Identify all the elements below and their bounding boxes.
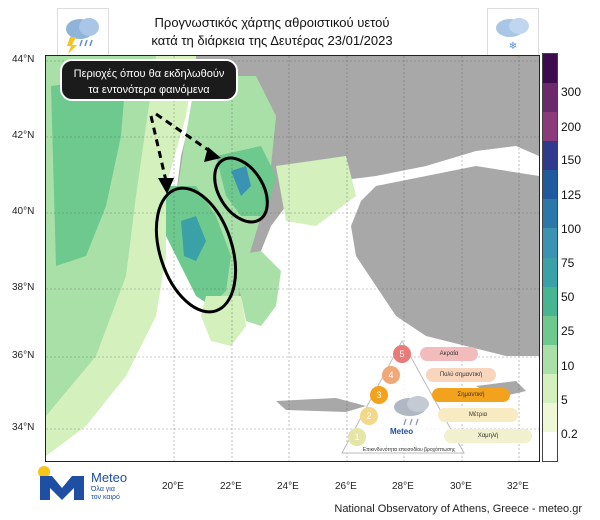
colorbar-label-150: 150 [561, 153, 582, 167]
lon-label-26: 26°E [335, 481, 357, 492]
lon-label-24: 24°E [277, 481, 299, 492]
risk-level-3-badge: 3 [370, 386, 388, 404]
title-line-2: κατά τη διάρκεια της Δευτέρας 23/01/2023 [151, 33, 393, 48]
risk-scale-brand: Meteo [390, 427, 414, 436]
colorbar-label-75: 75 [561, 256, 575, 270]
meteo-logo-word: Meteo [91, 470, 128, 485]
risk-level-5-label: Ακραία [420, 347, 478, 361]
highlight-ellipse-west [154, 186, 238, 314]
precip-colorbar [542, 53, 558, 462]
colorbar-label-125: 125 [561, 188, 582, 202]
highlight-ellipse-north [213, 156, 269, 224]
arrow-head-right [204, 147, 221, 162]
land-crete [276, 398, 366, 412]
colorbar-segment [543, 344, 557, 375]
logo-tagline-1: Όλα για [91, 486, 115, 493]
colorbar-label-300: 300 [561, 85, 582, 99]
lon-label-30: 30°E [450, 481, 472, 492]
heavy-precip-callout: Περιοχές όπου θα εκδηλωθούν τα εντονότερ… [60, 59, 238, 101]
snow-cloud-icon: ❄ [487, 8, 539, 56]
colorbar-segment [543, 257, 557, 288]
lat-label-36: 36°N [12, 350, 35, 361]
map-canvas [46, 56, 539, 461]
risk-level-4-badge: 4 [382, 366, 400, 384]
lon-label-28: 28°E [392, 481, 414, 492]
risk-level-2-badge: 2 [360, 407, 378, 425]
colorbar-segment [543, 112, 557, 142]
lat-label-38: 38°N [12, 282, 35, 293]
colorbar-segment [543, 373, 557, 404]
risk-scale: Ακραία Πολύ σημαντική Σημαντική Μέτρια Χ… [330, 335, 540, 460]
lat-label-40: 40°N [12, 206, 35, 217]
lat-label-34: 34°N [12, 422, 35, 433]
logo-tagline-2: τον καιρό [91, 494, 120, 501]
colorbar-label-50: 50 [561, 290, 575, 304]
title-line-1: Προγνωστικός χάρτης αθροιστικού υετού [154, 15, 390, 30]
map-title: Προγνωστικός χάρτης αθροιστικού υετού κα… [57, 10, 487, 53]
credit-text: National Observatory of Athens, Greece -… [334, 503, 582, 515]
meteo-logo: Meteo Όλα για τον καιρό [36, 464, 136, 504]
colorbar-segment [543, 83, 557, 113]
colorbar-segment [543, 54, 557, 84]
precip-field-sea-3 [51, 76, 126, 266]
lat-label-44: 44°N [12, 54, 35, 65]
colorbar-segment [543, 402, 557, 433]
risk-level-3-label: Σημαντική [432, 388, 510, 402]
lat-label-42: 42°N [12, 130, 35, 141]
meteo-logo-icon [38, 466, 84, 500]
lon-label-32: 32°E [507, 481, 529, 492]
colorbar-segment [543, 141, 557, 171]
risk-level-1-badge: 1 [348, 428, 366, 446]
meteo-logo-tagline: Όλα για τον καιρό [91, 486, 120, 502]
svg-text:❄: ❄ [509, 41, 517, 52]
risk-level-2-label: Μέτρια [438, 408, 518, 422]
thunder-rain-cloud-icon [57, 8, 109, 56]
colorbar-label-25: 25 [561, 324, 575, 338]
land-greece-south [231, 251, 281, 326]
colorbar-label-10: 10 [561, 359, 575, 373]
colorbar-label-200: 200 [561, 120, 582, 134]
precip-heavy-1 [181, 216, 206, 261]
colorbar-segment [543, 286, 557, 317]
callout-line-1: Περιοχές όπου θα εκδηλωθούν [73, 68, 225, 80]
risk-level-4-label: Πολύ σημαντική [426, 368, 496, 382]
risk-level-1-label: Χαμηλή [444, 429, 532, 443]
precip-light-east [276, 156, 356, 226]
land-turkey [351, 166, 539, 356]
precip-heavy-2 [231, 166, 251, 196]
arrow-head-down [158, 178, 174, 194]
colorbar-segment [543, 199, 557, 229]
colorbar-segment [543, 431, 557, 462]
precipitation-map [45, 55, 540, 462]
colorbar-segment [543, 170, 557, 200]
colorbar-label-100: 100 [561, 222, 582, 236]
colorbar-segment [543, 228, 557, 258]
risk-scale-caption: Επικινδυνότητα επεισοδίου βροχόπτωσης [362, 447, 456, 453]
callout-line-2: τα εντονότερα φαινόμενα [88, 84, 210, 96]
colorbar-label-5: 5 [561, 393, 568, 407]
lon-label-20: 20°E [162, 481, 184, 492]
colorbar-segment [543, 315, 557, 346]
lon-label-22: 22°E [220, 481, 242, 492]
colorbar-label-0-2: 0.2 [561, 427, 578, 441]
land-peloponnese [201, 296, 246, 346]
risk-level-5-badge: 5 [393, 345, 411, 363]
